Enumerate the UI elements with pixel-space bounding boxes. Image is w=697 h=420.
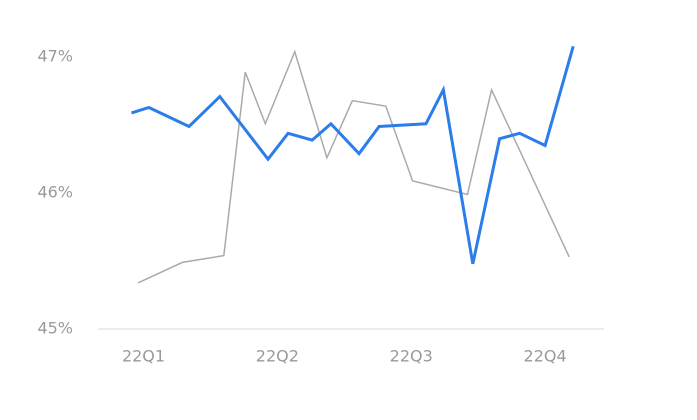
series-line [131,45,575,265]
series-line [137,49,570,284]
y-tick-label: 46% [37,183,73,202]
y-tick-label: 45% [37,319,73,338]
x-tick-label: 22Q3 [390,347,433,366]
x-tick-label: 22Q2 [256,347,299,366]
y-tick-label: 47% [37,47,73,66]
x-tick-label: 22Q4 [524,347,567,366]
x-tick-label: 22Q1 [122,347,165,366]
